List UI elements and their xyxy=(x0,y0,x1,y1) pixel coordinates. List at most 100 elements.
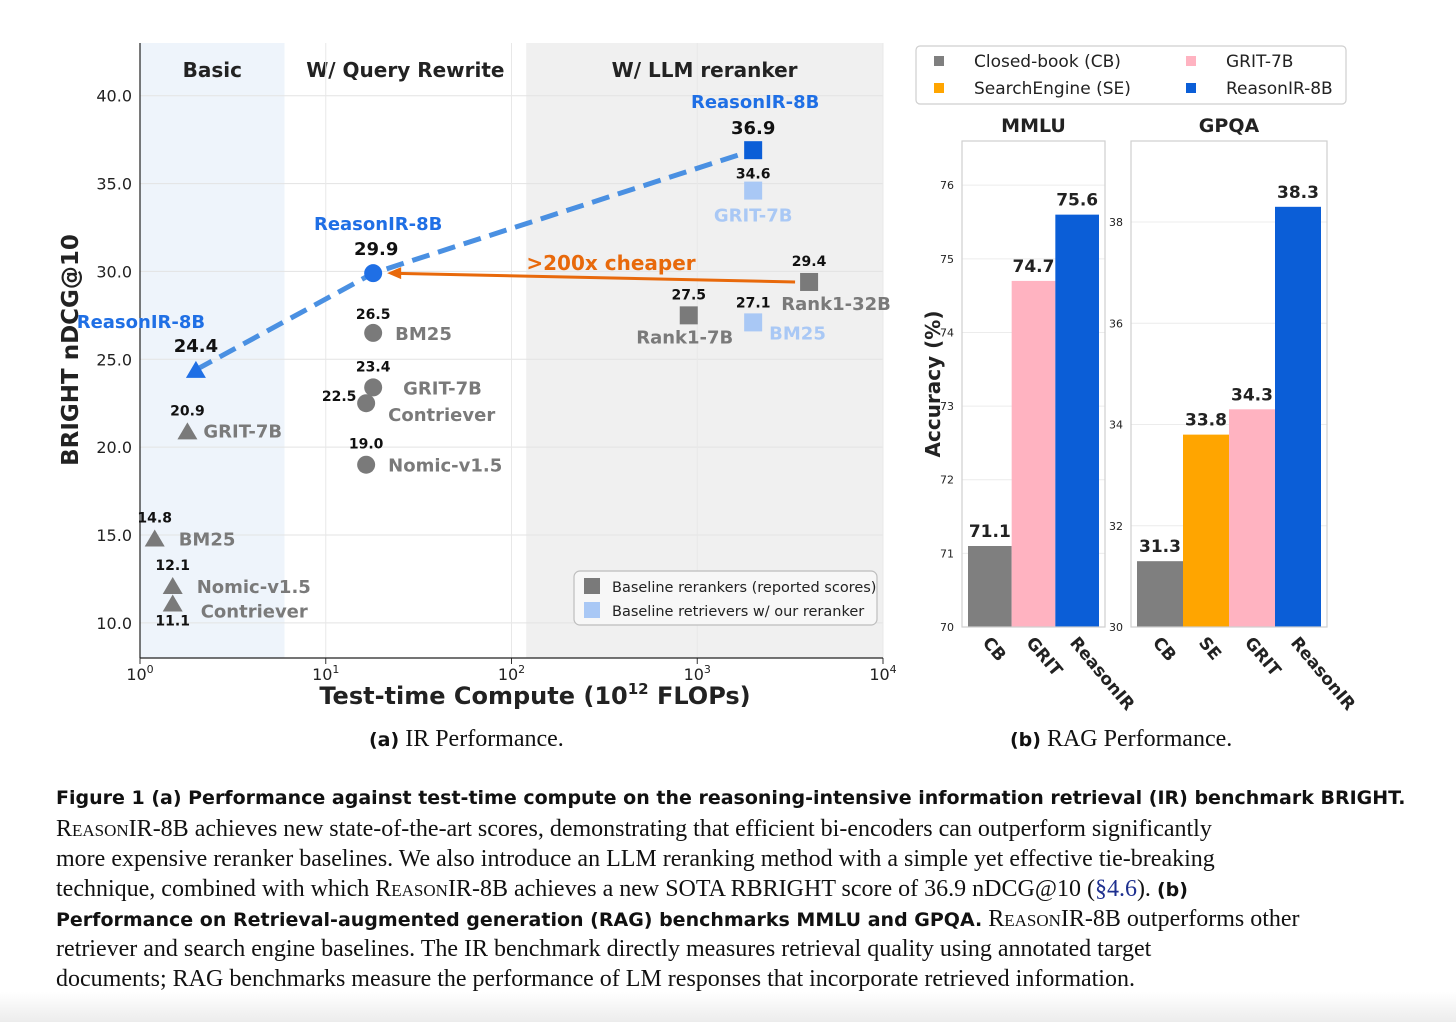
legend-label: Closed-book (CB) xyxy=(974,52,1121,72)
value-label: 29.9 xyxy=(354,239,398,260)
y-tick-label: 75 xyxy=(940,253,954,266)
y-tick-label: 36 xyxy=(1109,317,1123,330)
y-tick-label: 25.0 xyxy=(96,350,132,369)
data-points: 24.4 ReasonIR-8B 20.9 GRIT-7B 14.8 BM25 12.1 No… xyxy=(77,92,891,629)
value-label: 23.4 xyxy=(356,359,391,375)
name-label: GRIT-7B xyxy=(203,421,282,442)
subcaption-b: (b) RAG Performance. xyxy=(1010,726,1233,752)
gpqa-chart: GPQA 30 32 34 36 38 31.3 CB 33.8 SE 34.3 GRIT 38.3 Re… xyxy=(1109,115,1359,715)
name-label: BM25 xyxy=(179,530,236,551)
name-label: GRIT-7B xyxy=(714,206,793,227)
point-reasonir-8b xyxy=(364,264,383,283)
legend-box xyxy=(915,45,1347,105)
plot-frame xyxy=(1130,140,1328,628)
region-label: Basic xyxy=(183,58,242,82)
point-nomic-v1-5 xyxy=(162,576,183,594)
x-tick-label: 101 xyxy=(312,663,339,684)
name-label: GRIT-7B xyxy=(403,378,482,399)
name-label: ReasonIR-8B xyxy=(77,312,205,333)
y-tick-label: 32 xyxy=(1109,520,1123,533)
y-tick-label: 15.0 xyxy=(96,526,132,545)
name-label: Nomic-v1.5 xyxy=(388,456,502,477)
name-label: Rank1-7B xyxy=(636,327,733,348)
cheaper-arrow: >200x cheaper xyxy=(387,251,796,284)
bar-value-label: 74.7 xyxy=(1013,257,1055,277)
legend-swatch xyxy=(934,83,944,93)
value-label: 14.8 xyxy=(137,511,172,527)
value-label: 22.5 xyxy=(322,389,357,405)
y-tick-label: 71 xyxy=(940,547,954,560)
y-tick-label: 35.0 xyxy=(96,175,132,194)
x-axis-label: Test-time Compute (1012 FLOPs) xyxy=(319,680,750,710)
category-label: GRIT xyxy=(1022,633,1066,681)
legend-swatch xyxy=(1186,56,1196,66)
name-label: Contriever xyxy=(201,602,308,623)
arrow-shaft xyxy=(397,271,796,284)
arrow-head xyxy=(387,267,402,280)
point-bm25 xyxy=(744,313,763,332)
legend-swatch xyxy=(584,578,600,594)
point-reasonir-8b xyxy=(744,141,763,160)
region-0 xyxy=(140,43,285,658)
legend-label: GRIT-7B xyxy=(1226,52,1293,72)
legend: Closed-book (CB) GRIT-7B SearchEngine (SE)… xyxy=(915,45,1347,105)
y-tick-label: 10.0 xyxy=(96,614,132,633)
y-tick-label: 76 xyxy=(940,179,954,192)
point-grit-7b xyxy=(177,422,198,440)
value-label: 34.6 xyxy=(736,167,771,183)
y-axis-label: Accuracy (%) xyxy=(921,311,945,458)
y-tick-label: 38 xyxy=(1109,216,1123,229)
name-label: Contriever xyxy=(388,405,495,426)
name-label: BM25 xyxy=(769,323,826,344)
x-tick-label: 100 xyxy=(126,663,153,684)
y-tick-label: 72 xyxy=(940,474,954,487)
y-axis-label: BRIGHT nDCG@10 xyxy=(58,234,84,466)
point-grit-7b xyxy=(744,181,763,200)
y-tick-label: 74 xyxy=(940,326,954,339)
x-tick-label: 103 xyxy=(684,663,711,684)
y-tick-label: 20.0 xyxy=(96,438,132,457)
subcaption-a: (a) IR Performance. xyxy=(369,726,564,752)
bar-value-label: 71.1 xyxy=(969,522,1011,542)
y-tick-label: 70 xyxy=(940,621,954,634)
category-label: GRIT xyxy=(1240,633,1284,681)
value-label: 27.5 xyxy=(671,287,706,303)
axes: 10.0 15.0 20.0 25.0 30.0 35.0 40.0 100 101 102 103… xyxy=(96,43,897,684)
grid xyxy=(139,43,884,658)
plot-frame xyxy=(961,140,1106,628)
region-2 xyxy=(526,43,883,658)
category-label: SE xyxy=(1194,633,1225,664)
category-label: ReasonIR xyxy=(1286,633,1359,714)
point-nomic-v1-5 xyxy=(357,455,376,474)
bar-grit xyxy=(1229,409,1275,627)
point-contriever xyxy=(162,594,183,612)
point-bm25 xyxy=(144,529,165,547)
y-tick-label: 73 xyxy=(940,400,954,413)
bar-cb xyxy=(1137,561,1183,627)
value-label: 27.1 xyxy=(736,295,771,311)
value-label: 26.5 xyxy=(356,307,391,323)
legend-label: ReasonIR-8B xyxy=(1226,79,1333,99)
name-label: ReasonIR-8B xyxy=(691,92,819,113)
bottom-fade xyxy=(0,992,1456,1022)
regime-regions: Basic W/ Query Rewrite W/ LLM reranker xyxy=(140,43,883,658)
name-label: Nomic-v1.5 xyxy=(197,577,311,598)
x-tick-label: 104 xyxy=(869,663,896,684)
point-reasonir-8b xyxy=(185,360,206,378)
value-label: 20.9 xyxy=(170,403,205,419)
legend-swatch xyxy=(584,602,600,618)
bar-cb xyxy=(968,546,1012,627)
category-label: CB xyxy=(1148,633,1180,665)
value-label: 24.4 xyxy=(174,336,218,357)
region-label: W/ Query Rewrite xyxy=(306,58,504,82)
name-label: ReasonIR-8B xyxy=(314,214,442,235)
value-label: 29.4 xyxy=(792,254,827,270)
subplot-title: MMLU xyxy=(1001,115,1066,137)
point-grit-7b xyxy=(364,378,383,397)
rag-performance-chart: Closed-book (CB) GRIT-7B SearchEngine (SE)… xyxy=(915,45,1359,715)
bar-value-label: 31.3 xyxy=(1139,537,1181,557)
bar-grit xyxy=(1011,280,1056,627)
bar-reasonir xyxy=(1275,206,1321,627)
region-label: W/ LLM reranker xyxy=(612,58,798,82)
bar-value-label: 34.3 xyxy=(1231,385,1273,405)
